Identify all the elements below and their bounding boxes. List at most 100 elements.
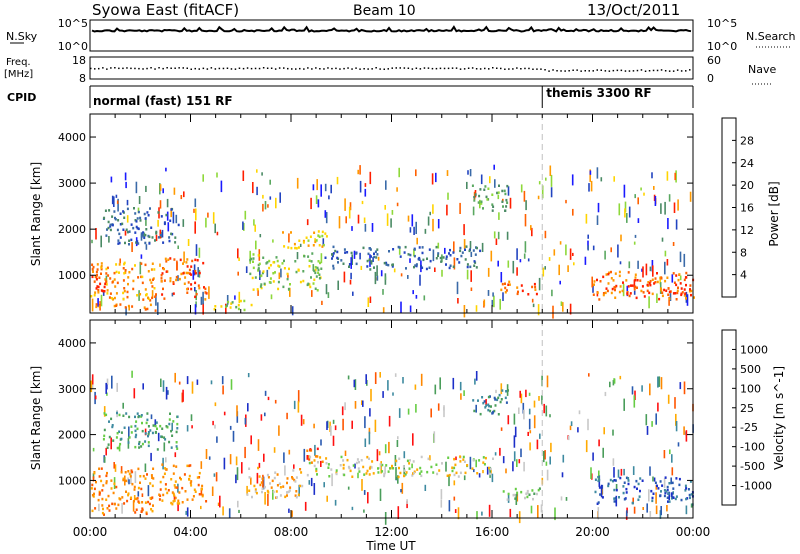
heatmap-cell	[145, 421, 148, 425]
heatmap-cell	[185, 271, 188, 275]
heatmap-cell	[478, 459, 481, 462]
heatmap-cell	[259, 285, 262, 288]
heatmap-cell	[528, 408, 531, 415]
heatmap-cell	[492, 205, 495, 208]
heatmap-cell	[589, 169, 591, 182]
heatmap-cell	[369, 465, 372, 469]
heatmap-cell	[268, 259, 271, 263]
heatmap-cell	[652, 492, 655, 495]
heatmap-cell	[318, 244, 321, 247]
heatmap-cell	[649, 283, 652, 287]
heatmap-cell	[165, 468, 168, 471]
frequency-point	[572, 69, 574, 71]
heatmap-cell	[538, 396, 540, 401]
heatmap-cell	[310, 461, 313, 464]
heatmap-cell	[116, 411, 118, 415]
frequency-point	[178, 67, 180, 69]
heatmap-cell	[145, 217, 147, 226]
heatmap-cell	[648, 282, 651, 285]
heatmap-cell	[622, 281, 624, 284]
heatmap-cell	[412, 290, 414, 295]
heatmap-cell	[128, 239, 131, 242]
heatmap-cell	[475, 266, 478, 269]
heatmap-cell	[529, 430, 532, 434]
heatmap-cell	[297, 390, 300, 403]
heatmap-cell	[135, 508, 138, 511]
heatmap-cell	[139, 219, 142, 222]
heatmap-cell	[128, 243, 130, 246]
frequency-point	[291, 68, 293, 70]
frequency-point	[351, 68, 353, 70]
heatmap-cell	[307, 244, 310, 247]
heatmap-cell	[135, 220, 138, 223]
frequency-point	[391, 67, 393, 69]
frequency-point	[343, 67, 345, 70]
heatmap-cell	[319, 261, 321, 265]
heatmap-cell	[109, 277, 112, 280]
frequency-point	[371, 68, 373, 70]
heatmap-cell	[525, 200, 527, 211]
heatmap-cell	[626, 291, 629, 294]
heatmap-cell	[134, 445, 137, 449]
heatmap-cell	[501, 282, 504, 286]
heatmap-cell	[567, 265, 569, 272]
heatmap-cell	[140, 235, 143, 238]
heatmap-cell	[664, 250, 667, 257]
heatmap-cell	[626, 510, 628, 517]
heatmap-cell	[364, 183, 367, 187]
heatmap-cell	[322, 238, 325, 247]
heatmap-cell	[532, 497, 534, 501]
heatmap-cell	[660, 277, 663, 280]
heatmap-cell	[670, 477, 672, 485]
heatmap-cell	[633, 395, 636, 408]
heatmap-cell	[587, 234, 589, 239]
heatmap-cell	[527, 293, 530, 296]
frequency-point	[652, 69, 655, 72]
heatmap-cell	[122, 267, 125, 270]
heatmap-cell	[137, 415, 140, 419]
heatmap-cell	[592, 293, 595, 296]
heatmap-cell	[137, 210, 140, 214]
heatmap-cell	[294, 494, 297, 497]
heatmap-cell	[127, 493, 130, 497]
heatmap-cell	[110, 297, 113, 300]
heatmap-cell	[613, 488, 616, 492]
heatmap-cell	[550, 442, 552, 453]
heatmap-cell	[264, 390, 267, 396]
heatmap-cell	[100, 479, 103, 483]
heatmap-cell	[117, 219, 120, 222]
heatmap-cell	[91, 239, 93, 244]
heatmap-cell	[383, 261, 386, 265]
heatmap-cell	[413, 248, 416, 251]
heatmap-cell	[91, 494, 94, 497]
heatmap-cell	[125, 490, 127, 493]
heatmap-cell	[130, 431, 133, 434]
station-title: Syowa East (fitACF)	[92, 1, 239, 19]
heatmap-cell	[391, 464, 393, 468]
heatmap-cell	[398, 246, 401, 249]
heatmap-cell	[491, 193, 494, 196]
heatmap-cell	[611, 287, 614, 291]
heatmap-cell	[116, 382, 118, 392]
heatmap-cell	[512, 493, 515, 497]
heatmap-cell	[171, 502, 174, 506]
heatmap-cell	[130, 223, 133, 226]
heatmap-cell	[325, 212, 328, 224]
heatmap-cell	[243, 299, 246, 303]
heatmap-cell	[533, 282, 536, 286]
heatmap-cell	[509, 508, 512, 518]
heatmap-cell	[610, 291, 613, 295]
heatmap-cell	[182, 262, 184, 265]
heatmap-cell	[676, 289, 679, 292]
heatmap-cell	[537, 304, 540, 316]
heatmap-cell	[132, 500, 135, 512]
heatmap-cell	[513, 435, 516, 448]
heatmap-cell	[652, 265, 654, 277]
heatmap-cell	[680, 287, 683, 290]
heatmap-cell	[164, 438, 167, 441]
heatmap-cell	[279, 192, 281, 203]
heatmap-cell	[169, 277, 172, 280]
frequency-point	[226, 67, 229, 69]
heatmap-cell	[462, 458, 465, 461]
heatmap-cell	[516, 286, 519, 289]
